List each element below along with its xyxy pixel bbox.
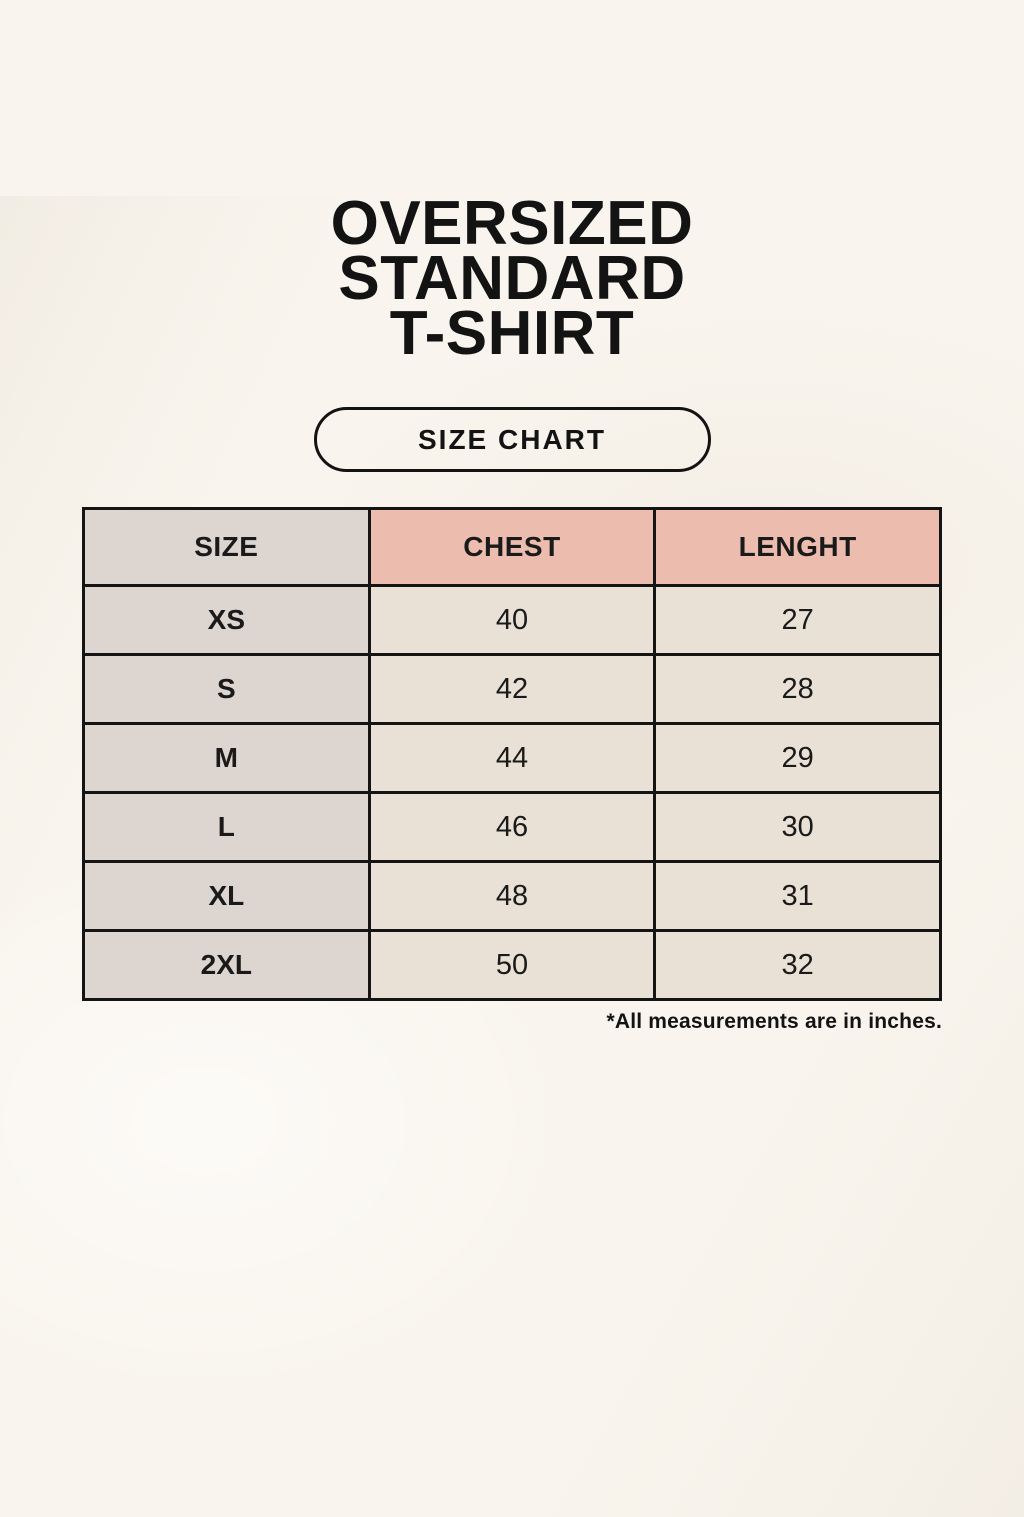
size-chart-table-header: SIZE CHEST LENGHT	[82, 507, 942, 587]
table-row-2xl: 2XL 50 32	[82, 929, 942, 1001]
length-value: 32	[653, 929, 942, 1001]
chest-value: 50	[367, 929, 657, 1001]
size-label: 2XL	[82, 929, 371, 1001]
size-label: XS	[82, 584, 371, 656]
size-chart-table: SIZE CHEST LENGHT XS 40 27 S 42 28 M 44 …	[82, 507, 942, 1001]
chest-value: 42	[367, 653, 657, 725]
table-row-s: S 42 28	[82, 653, 942, 725]
header-cell-chest: CHEST	[367, 507, 657, 587]
chest-value: 44	[367, 722, 657, 794]
page-title: OVERSIZED STANDARD T-SHIRT	[0, 189, 1024, 368]
chest-value: 48	[367, 860, 657, 932]
length-value: 31	[653, 860, 942, 932]
page-title-line-1: OVERSIZED	[330, 189, 694, 258]
size-chart-page: OVERSIZED STANDARD T-SHIRT SIZE CHART SI…	[0, 189, 1024, 1034]
length-value: 27	[653, 584, 942, 656]
chest-value: 40	[367, 584, 657, 656]
measurements-footnote: *All measurements are in inches.	[606, 1010, 942, 1033]
size-label: L	[82, 791, 371, 863]
header-row: SIZE CHEST LENGHT	[82, 507, 942, 587]
length-value: 28	[653, 653, 942, 725]
size-chart-button[interactable]: SIZE CHART	[313, 407, 711, 472]
table-row-l: L 46 30	[82, 791, 942, 863]
page-title-line-3: T-SHIRT	[389, 299, 635, 368]
table-row-xl: XL 48 31	[82, 860, 942, 932]
size-chart-table-body: XS 40 27 S 42 28 M 44 29 L 46 30 XL 48	[82, 584, 942, 1001]
table-row-m: M 44 29	[82, 722, 942, 794]
length-value: 30	[653, 791, 942, 863]
size-label: XL	[82, 860, 371, 932]
table-row-xs: XS 40 27	[82, 584, 942, 656]
chest-value: 46	[367, 791, 657, 863]
length-value: 29	[653, 722, 942, 794]
size-label: S	[82, 653, 371, 725]
page-title-line-2: STANDARD	[338, 244, 686, 313]
header-cell-size: SIZE	[82, 507, 371, 587]
header-cell-length: LENGHT	[653, 507, 942, 587]
size-label: M	[82, 722, 371, 794]
